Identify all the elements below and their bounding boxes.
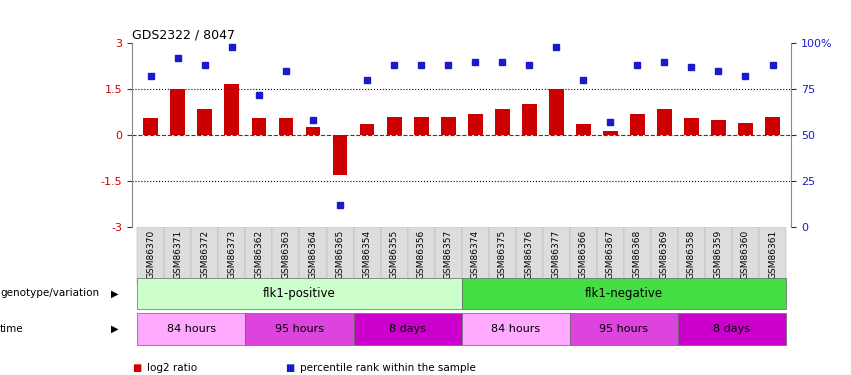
Text: 8 days: 8 days: [389, 324, 426, 334]
Bar: [386, 117, 402, 135]
Bar: [414, 117, 429, 135]
Text: 84 hours: 84 hours: [167, 324, 216, 334]
Bar: [549, 89, 563, 135]
Text: percentile rank within the sample: percentile rank within the sample: [300, 363, 477, 373]
Bar: [630, 114, 645, 135]
Bar: [306, 128, 321, 135]
Bar: [738, 123, 753, 135]
Text: flk1-positive: flk1-positive: [263, 287, 336, 300]
Bar: [657, 109, 671, 135]
Bar: [333, 135, 347, 175]
Text: ■: ■: [285, 363, 294, 373]
Bar: [197, 109, 212, 135]
Bar: [684, 118, 699, 135]
Bar: [522, 104, 537, 135]
Text: 95 hours: 95 hours: [275, 324, 324, 334]
Text: 8 days: 8 days: [713, 324, 751, 334]
Bar: [494, 109, 510, 135]
Bar: [252, 118, 266, 135]
Text: 84 hours: 84 hours: [491, 324, 540, 334]
Bar: [170, 89, 186, 135]
Text: GDS2322 / 8047: GDS2322 / 8047: [132, 29, 235, 42]
Bar: [765, 117, 780, 135]
Text: 95 hours: 95 hours: [599, 324, 648, 334]
Bar: [603, 131, 618, 135]
Bar: [278, 118, 294, 135]
Bar: [441, 117, 455, 135]
Bar: [360, 124, 374, 135]
Text: ▶: ▶: [111, 288, 118, 298]
Text: genotype/variation: genotype/variation: [0, 288, 99, 298]
Bar: [225, 84, 239, 135]
Text: log2 ratio: log2 ratio: [147, 363, 197, 373]
Bar: [468, 114, 483, 135]
Bar: [143, 118, 158, 135]
Text: ▶: ▶: [111, 324, 118, 334]
Bar: [576, 124, 591, 135]
Text: time: time: [0, 324, 24, 334]
Bar: [711, 120, 726, 135]
Text: flk1-negative: flk1-negative: [585, 287, 663, 300]
Text: ■: ■: [132, 363, 141, 373]
